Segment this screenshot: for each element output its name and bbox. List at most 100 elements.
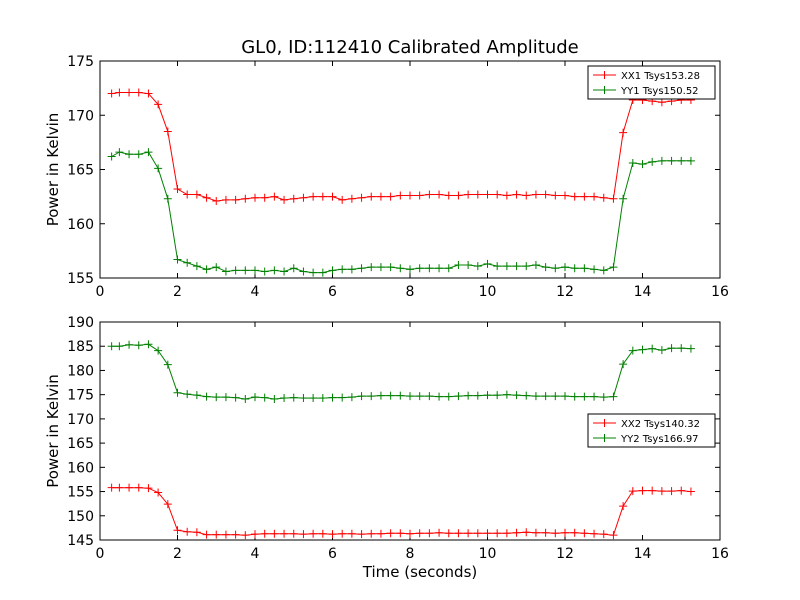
- data-point: [619, 128, 628, 137]
- legend-box: [587, 413, 716, 448]
- data-point: [192, 391, 201, 400]
- data-point: [512, 190, 521, 199]
- data-point: [473, 391, 482, 400]
- data-point: [251, 530, 259, 539]
- series-1: [107, 148, 695, 277]
- chart-title: GL0, ID:112410 Calibrated Amplitude: [241, 37, 579, 58]
- data-point: [318, 394, 327, 403]
- data-point: [415, 392, 424, 401]
- data-point: [202, 530, 211, 539]
- x-tick-label: 2: [173, 546, 182, 562]
- data-point: [107, 342, 116, 351]
- data-point: [541, 392, 550, 401]
- data-point: [444, 191, 453, 200]
- data-point: [609, 392, 618, 401]
- data-point: [415, 529, 424, 538]
- y-tick-label: 175: [67, 388, 94, 404]
- data-point: [367, 192, 376, 201]
- data-point: [107, 89, 116, 98]
- y-tick-label: 150: [67, 509, 94, 525]
- data-point: [347, 529, 356, 538]
- data-point: [619, 502, 628, 511]
- data-point: [657, 98, 666, 107]
- data-point: [599, 393, 608, 402]
- data-point: [561, 528, 569, 537]
- data-point: [202, 265, 211, 274]
- legend-marker: [600, 434, 609, 442]
- data-point: [260, 393, 269, 402]
- data-point: [173, 526, 182, 535]
- data-point: [609, 194, 618, 203]
- legend: XX1 Tsys153.28 YY1 Tsys150.52: [587, 65, 716, 100]
- data-point: [464, 260, 473, 269]
- data-point: [347, 194, 356, 203]
- data-point: [202, 392, 211, 401]
- data-point: [502, 191, 511, 200]
- data-point: [173, 388, 182, 397]
- data-point: [667, 487, 676, 496]
- data-point: [522, 191, 531, 200]
- data-point: [396, 191, 405, 200]
- axes-frame: [99, 321, 721, 541]
- x-tick-label: 16: [711, 546, 729, 562]
- data-point: [163, 194, 172, 203]
- data-point: [251, 266, 259, 275]
- data-point: [260, 529, 269, 538]
- data-point: [444, 264, 453, 273]
- data-point: [435, 264, 444, 273]
- y-tick-label: 170: [67, 412, 94, 428]
- data-point: [502, 390, 511, 399]
- data-point: [212, 196, 221, 205]
- data-point: [289, 529, 298, 538]
- y-tick-label: 145: [67, 533, 94, 549]
- data-point: [299, 530, 308, 539]
- data-point: [183, 258, 192, 267]
- data-point: [522, 528, 531, 537]
- data-point: [531, 190, 540, 199]
- data-point: [328, 393, 337, 402]
- data-point: [444, 392, 453, 401]
- data-point: [454, 392, 463, 401]
- y-axis-label: Power in Kelvin: [44, 374, 62, 488]
- data-point: [338, 195, 347, 204]
- y-tick-label: 155: [67, 271, 94, 287]
- data-point: [115, 88, 124, 97]
- data-point: [677, 486, 686, 495]
- series-line: [111, 343, 691, 400]
- data-point: [270, 266, 279, 275]
- data-point: [648, 157, 657, 166]
- data-point: [570, 392, 579, 401]
- data-point: [686, 487, 695, 496]
- data-point: [396, 391, 405, 400]
- data-point: [289, 264, 298, 273]
- data-point: [386, 192, 395, 201]
- data-point: [231, 530, 240, 539]
- data-point: [541, 528, 550, 537]
- data-point: [347, 393, 356, 402]
- y-tick-label: 160: [67, 217, 94, 233]
- data-point: [435, 392, 444, 401]
- legend-marker: [600, 86, 609, 94]
- data-point: [590, 265, 599, 274]
- data-point: [522, 262, 531, 271]
- data-point: [270, 395, 279, 404]
- data-point: [425, 190, 434, 199]
- data-point: [464, 190, 473, 199]
- data-point: [173, 255, 182, 264]
- data-point: [183, 190, 192, 199]
- data-point: [561, 191, 569, 200]
- data-point: [347, 265, 356, 274]
- data-point: [107, 152, 116, 161]
- data-point: [541, 190, 550, 199]
- data-point: [173, 185, 182, 194]
- x-tick-label: 10: [479, 284, 497, 300]
- data-point: [309, 192, 318, 201]
- data-point: [551, 191, 560, 200]
- legend-label: YY2 Tsys166.97: [620, 434, 699, 445]
- data-point: [415, 264, 424, 273]
- legend-marker: [600, 71, 609, 79]
- data-point: [435, 528, 444, 537]
- axes-frame: [99, 60, 721, 279]
- data-point: [221, 267, 230, 276]
- bottom-plot: 0 2 4 6 8 10 12 14 16 145 150 155 160 165 170 175 180 185…: [44, 315, 729, 581]
